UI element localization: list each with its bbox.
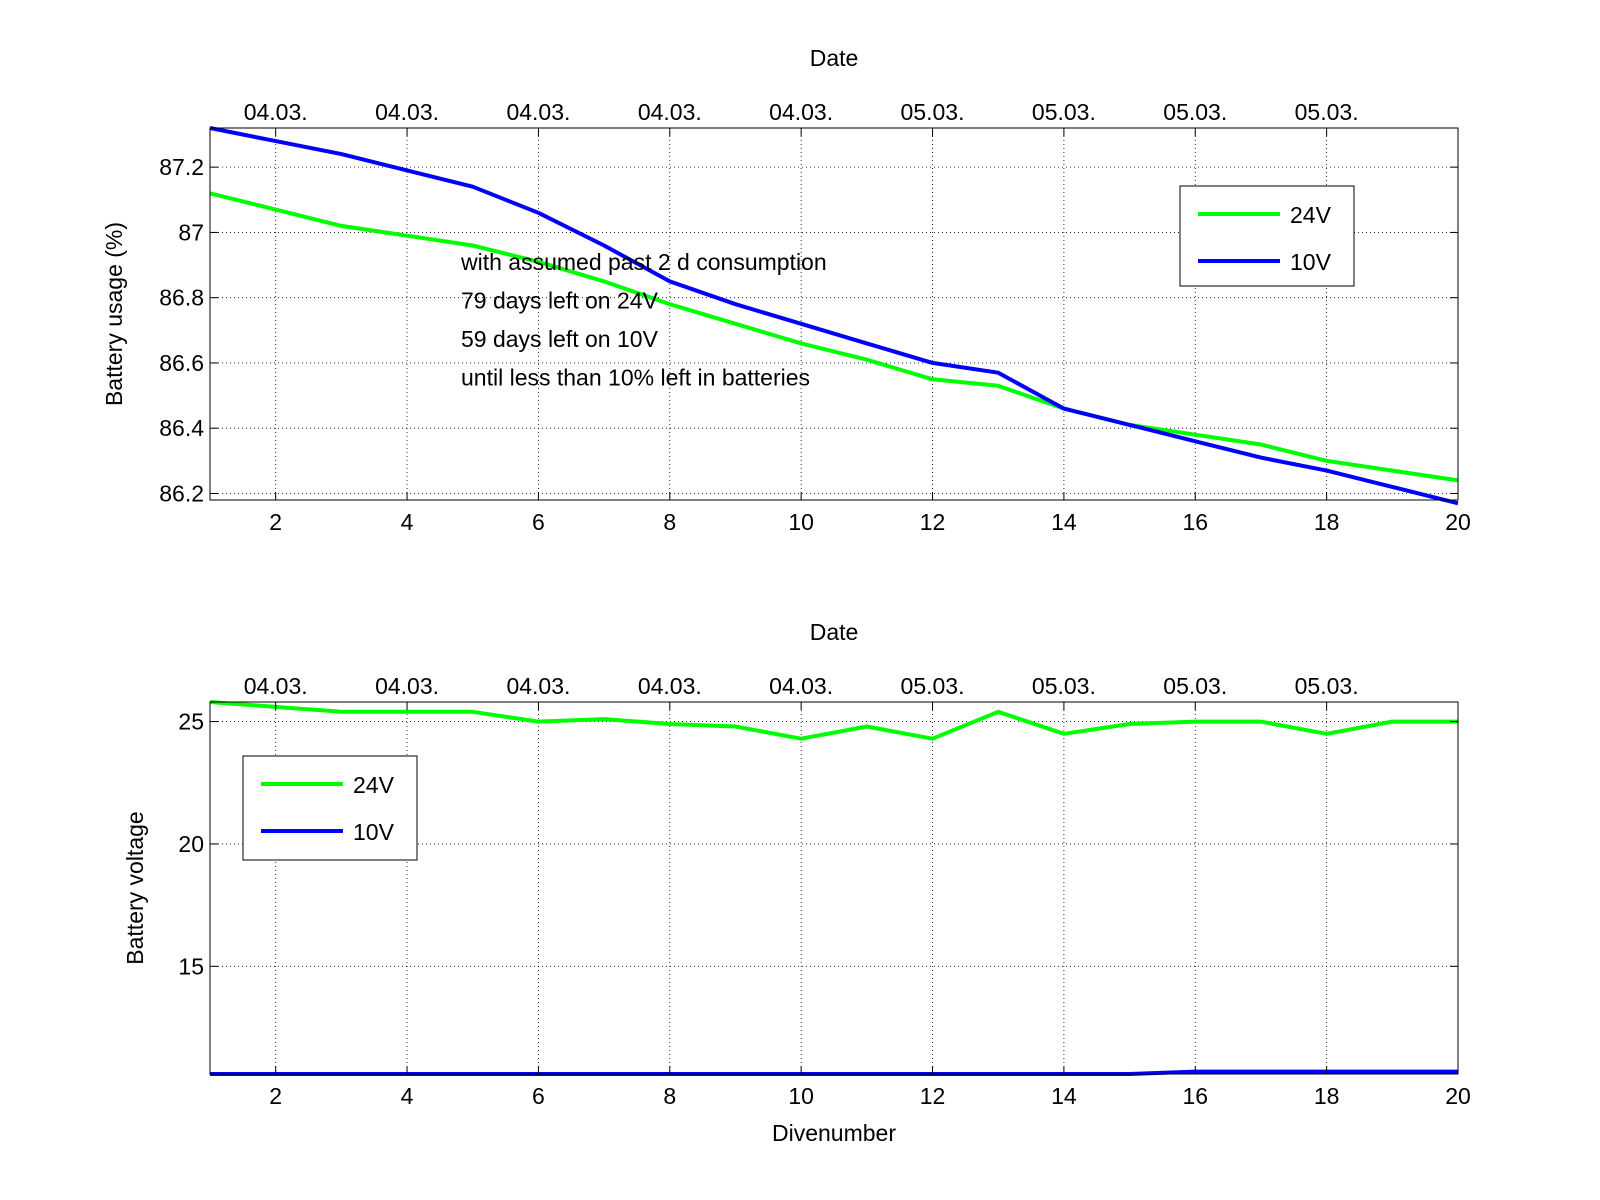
top-tick-label: 05.03.	[1032, 673, 1096, 699]
annotation-line: with assumed past 2 d consumption	[460, 249, 827, 275]
x-tick-label: 8	[663, 1083, 676, 1109]
top-tick-label: 05.03.	[1163, 673, 1227, 699]
x-tick-label: 10	[788, 509, 814, 535]
x-tick-label: 20	[1445, 1083, 1471, 1109]
legend-label-10V: 10V	[1290, 249, 1332, 275]
x-axis-label: Divenumber	[772, 1120, 896, 1146]
y-axis-label: Battery usage (%)	[101, 222, 127, 406]
y-axis-label: Battery voltage	[122, 811, 148, 964]
plot-area	[210, 128, 1458, 500]
x-tick-label: 14	[1051, 1083, 1077, 1109]
legend: 24V 10V	[1179, 185, 1355, 287]
legend-box	[1179, 185, 1355, 287]
x-tick-label: 16	[1182, 1083, 1208, 1109]
y-tick-label: 86.8	[159, 285, 204, 311]
y-tick-label: 87.2	[159, 154, 204, 180]
x-tick-label: 12	[920, 1083, 946, 1109]
y-tick-label: 20	[178, 831, 204, 857]
plot-area	[210, 702, 1458, 1074]
annotation-line: until less than 10% left in batteries	[461, 365, 810, 391]
y-tick-label: 86.2	[159, 480, 204, 506]
axes-box	[209, 127, 1459, 501]
legend: 24V 10V	[242, 755, 418, 861]
x-tick-label: 18	[1314, 509, 1340, 535]
y-tick-label: 25	[178, 709, 204, 735]
x-tick-label: 10	[788, 1083, 814, 1109]
top-tick-label: 04.03.	[506, 673, 570, 699]
x-tick-label: 4	[401, 1083, 414, 1109]
top-tick-label: 05.03.	[1163, 99, 1227, 125]
axes-box	[209, 701, 1459, 1075]
top-tick-label: 04.03.	[638, 673, 702, 699]
top-axis-label: Date	[810, 45, 859, 71]
y-tick-label: 87	[178, 219, 204, 245]
legend-box	[242, 755, 418, 861]
annotation-line: 59 days left on 10V	[461, 326, 659, 352]
top-tick-label: 05.03.	[901, 673, 965, 699]
x-tick-label: 6	[532, 1083, 545, 1109]
top-tick-label: 05.03.	[901, 99, 965, 125]
series-line-24V	[209, 191, 1459, 483]
y-tick-label: 86.4	[159, 415, 204, 441]
x-tick-label: 8	[663, 509, 676, 535]
legend-label-24V: 24V	[1290, 202, 1332, 228]
x-tick-label: 18	[1314, 1083, 1340, 1109]
x-tick-label: 2	[269, 1083, 282, 1109]
top-tick-label: 04.03.	[769, 673, 833, 699]
top-axis-label: Date	[810, 619, 859, 645]
x-tick-label: 2	[269, 509, 282, 535]
series-line-24V	[209, 700, 1458, 741]
y-tick-label: 86.6	[159, 350, 204, 376]
top-tick-label: 04.03.	[244, 673, 308, 699]
series-line-10V	[209, 126, 1459, 506]
top-tick-label: 04.03.	[375, 673, 439, 699]
legend-label-24V: 24V	[353, 772, 395, 798]
top-tick-label: 05.03.	[1295, 99, 1359, 125]
x-tick-label: 20	[1445, 509, 1471, 535]
annotation-line: 79 days left on 24V	[461, 288, 659, 314]
top-tick-label: 04.03.	[638, 99, 702, 125]
x-tick-label: 14	[1051, 509, 1077, 535]
x-tick-label: 6	[532, 509, 545, 535]
top-tick-label: 05.03.	[1032, 99, 1096, 125]
legend-label-10V: 10V	[353, 819, 395, 845]
x-tick-label: 12	[920, 509, 946, 535]
y-tick-label: 15	[178, 953, 204, 979]
top-tick-label: 04.03.	[244, 99, 308, 125]
top-tick-label: 05.03.	[1295, 673, 1359, 699]
top-tick-label: 04.03.	[769, 99, 833, 125]
chart-1: 2 4 6 8 10 12 14 16 18 20 86.2 86.4 86.6 86.8 87 87.2 04…	[101, 45, 1471, 535]
top-tick-label: 04.03.	[375, 99, 439, 125]
chart-2: 2 4 6 8 10 12 14 16 18 20 15 20 25 04.03. 04.03. 04.03.…	[122, 619, 1471, 1146]
x-tick-label: 16	[1182, 509, 1208, 535]
x-tick-label: 4	[401, 509, 414, 535]
top-tick-label: 04.03.	[506, 99, 570, 125]
